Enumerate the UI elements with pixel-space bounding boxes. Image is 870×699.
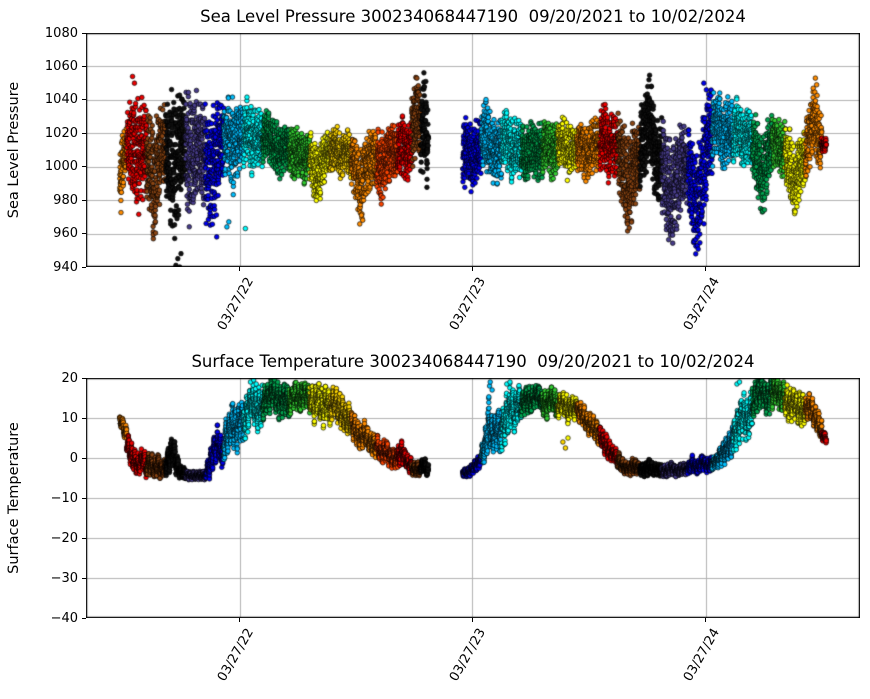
y-tick-label: 960 <box>53 226 78 242</box>
temperature-ylabel: Surface Temperature <box>6 422 22 574</box>
x-tick-mark <box>705 267 707 271</box>
x-tick-label: 03/27/23 <box>447 275 490 334</box>
y-tick-label: 10 <box>61 410 78 426</box>
y-tick-mark <box>82 233 86 235</box>
x-tick-label: 03/27/22 <box>214 275 257 334</box>
temperature-scatter-canvas <box>86 378 860 618</box>
y-tick-label: 1080 <box>44 25 78 41</box>
y-tick-mark <box>82 617 86 619</box>
x-tick-mark <box>471 267 473 271</box>
y-tick-mark <box>82 266 86 268</box>
x-tick-label: 03/27/23 <box>447 626 490 685</box>
pressure-title: Sea Level Pressure 300234068447190 09/20… <box>200 7 746 26</box>
y-tick-mark <box>82 199 86 201</box>
y-tick-label: 1060 <box>44 58 78 74</box>
x-tick-mark <box>471 618 473 622</box>
pressure-scatter-canvas <box>86 33 860 267</box>
y-tick-label: 940 <box>53 259 78 275</box>
temperature-title: Surface Temperature 300234068447190 09/2… <box>191 352 755 371</box>
y-tick-mark <box>82 377 86 379</box>
y-tick-mark <box>82 577 86 579</box>
x-tick-label: 03/27/24 <box>680 626 723 685</box>
y-tick-label: −20 <box>50 530 78 546</box>
y-tick-label: 1020 <box>44 125 78 141</box>
x-tick-mark <box>239 618 241 622</box>
y-tick-mark <box>82 537 86 539</box>
y-tick-label: 20 <box>61 370 78 386</box>
y-tick-label: −30 <box>50 570 78 586</box>
y-tick-mark <box>82 65 86 67</box>
x-tick-label: 03/27/24 <box>680 275 723 334</box>
x-tick-label: 03/27/22 <box>214 626 257 685</box>
y-tick-mark <box>82 497 86 499</box>
y-tick-mark <box>82 32 86 34</box>
y-tick-label: −40 <box>50 610 78 626</box>
x-tick-mark <box>705 618 707 622</box>
pressure-ylabel: Sea Level Pressure <box>6 81 22 219</box>
y-tick-mark <box>82 99 86 101</box>
y-tick-mark <box>82 166 86 168</box>
y-tick-label: 1000 <box>44 159 78 175</box>
y-tick-label: 980 <box>53 192 78 208</box>
y-tick-label: 1040 <box>44 92 78 108</box>
x-tick-mark <box>239 267 241 271</box>
y-tick-label: 0 <box>69 450 78 466</box>
y-tick-mark <box>82 132 86 134</box>
y-tick-mark <box>82 417 86 419</box>
y-tick-label: −10 <box>50 490 78 506</box>
y-tick-mark <box>82 457 86 459</box>
